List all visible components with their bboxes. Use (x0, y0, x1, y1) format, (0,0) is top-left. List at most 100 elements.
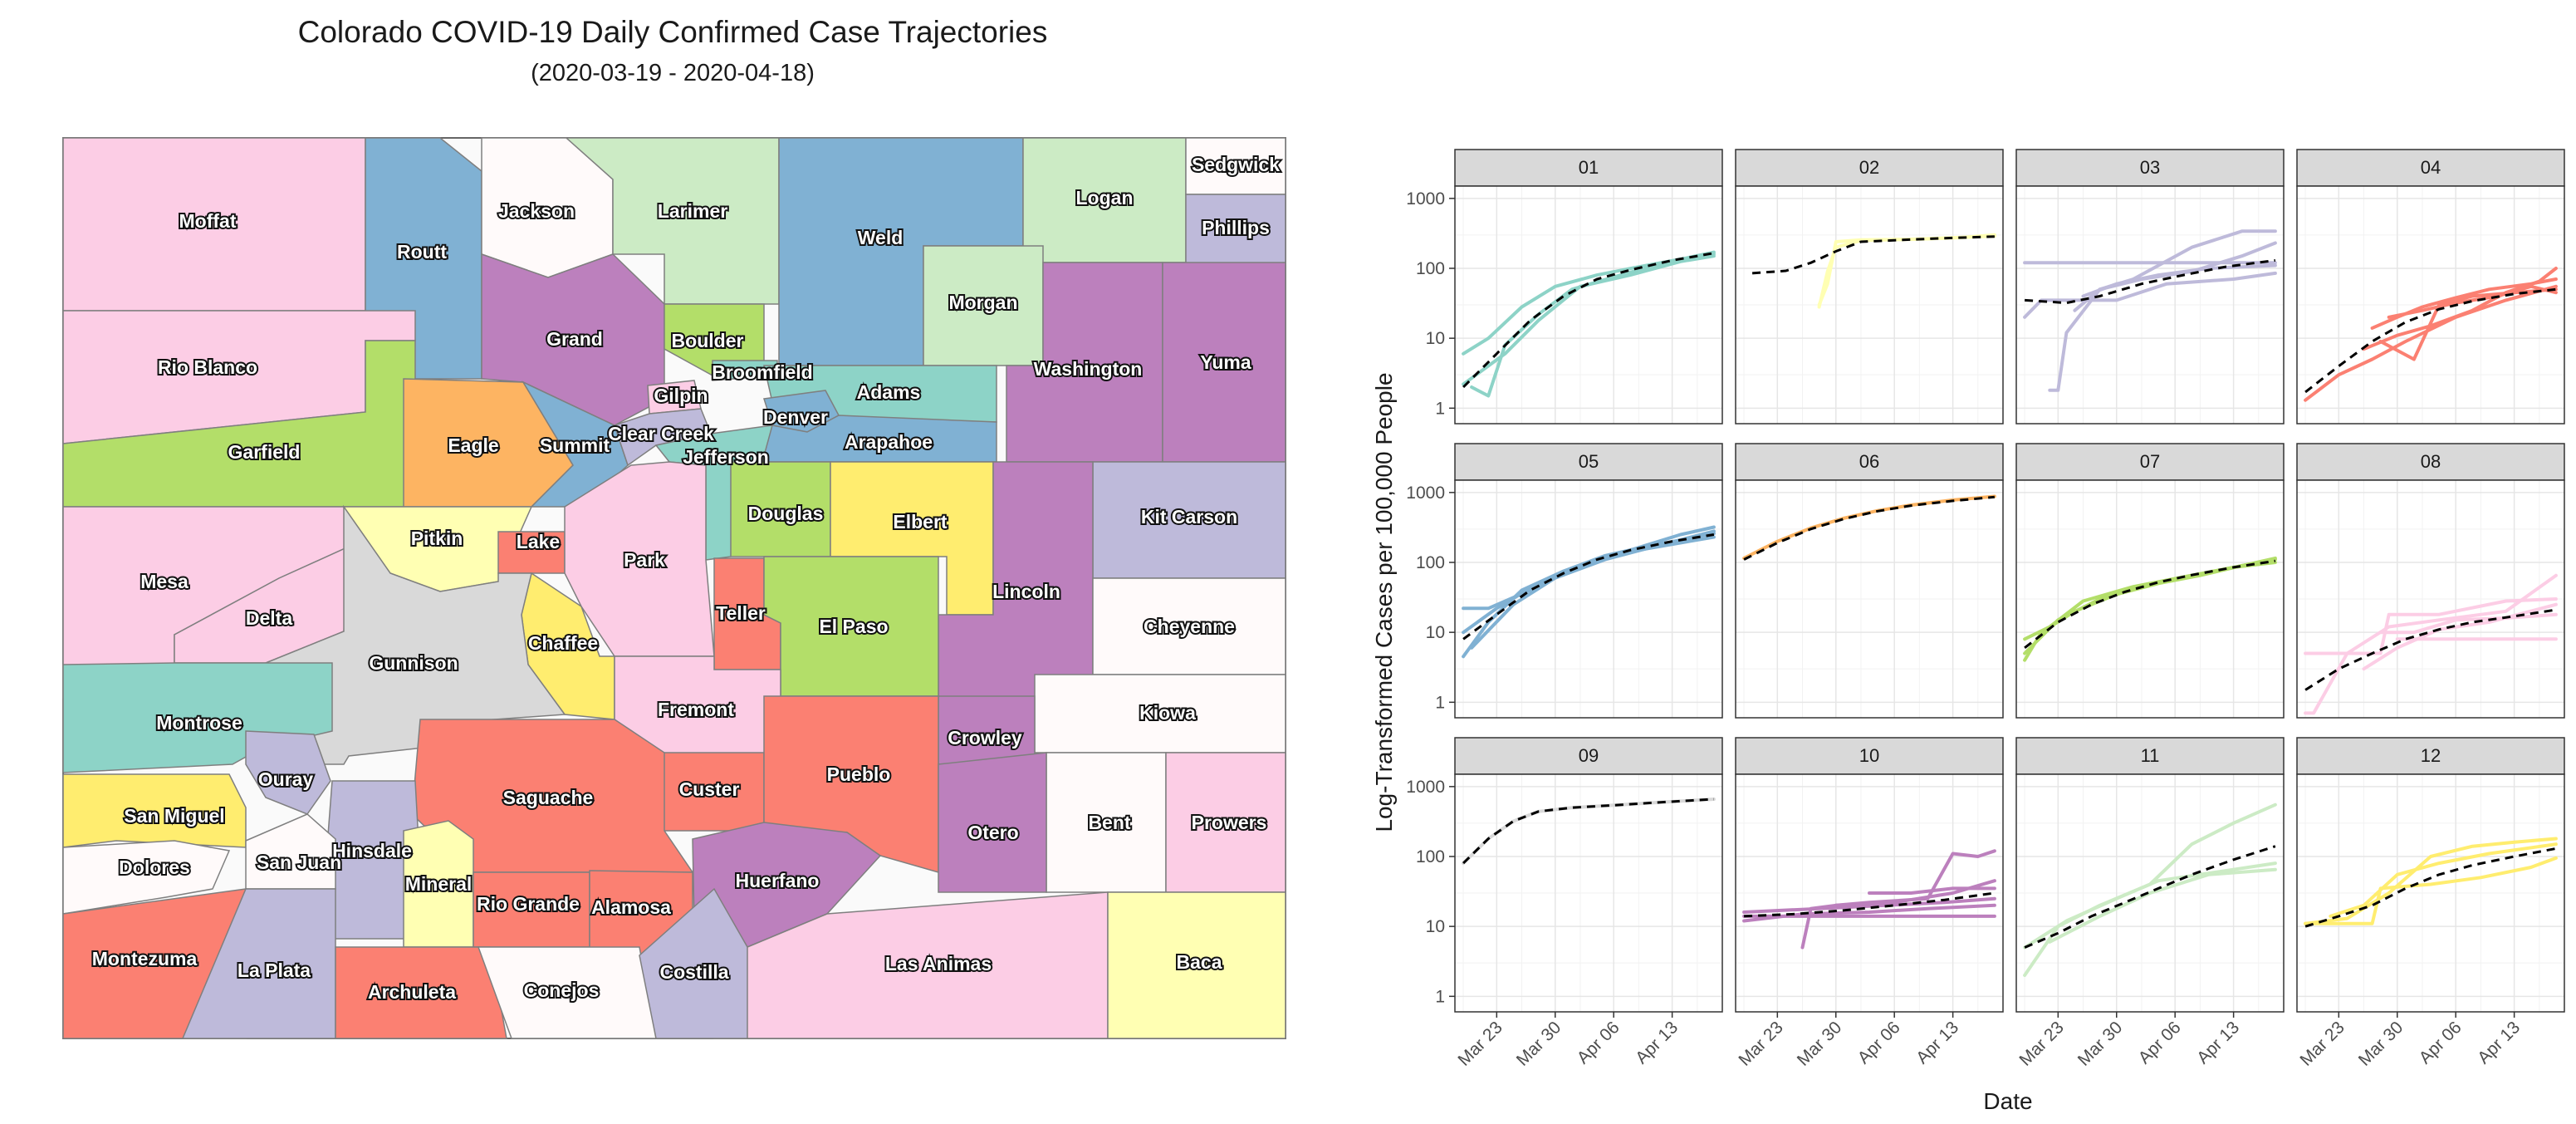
mean-trajectory-line (2304, 847, 2557, 928)
x-tick-label: Apr 13 (2193, 1018, 2243, 1068)
facet-panel-06: 06 (1735, 443, 2004, 719)
facet-strip (2296, 443, 2565, 481)
county-label-montrose: Montrose (156, 712, 242, 734)
county-label-conejos: Conejos (524, 979, 600, 1001)
y-tick-label: 10 (1426, 623, 1445, 642)
x-tick-label: Mar 30 (1794, 1018, 1845, 1069)
mean-trajectory-line (1751, 235, 1995, 275)
panel-border (1735, 185, 2004, 425)
county-label-moffat: Moffat (179, 210, 237, 232)
county-label-rio-grande: Rio Grande (477, 893, 580, 915)
x-tick-label: Mar 23 (1735, 1018, 1786, 1069)
county-label-phillips: Phillips (1202, 217, 1270, 238)
y-tick-label: 1000 (1406, 483, 1445, 503)
series-line (2329, 842, 2558, 918)
facet-strip (1454, 737, 1723, 775)
series-line (2304, 573, 2558, 715)
panel-border (1454, 479, 1723, 719)
county-label-custer: Custer (679, 778, 740, 800)
colorado-county-map: Moffat Routt Jackson Larimer Weld Logan Sedgwi… (62, 137, 1286, 1039)
county-label-dolores: Dolores (119, 856, 190, 878)
panel-border (1735, 773, 2004, 1013)
panel-border (2015, 479, 2285, 719)
facet-strip-label: 09 (1579, 745, 1599, 766)
county-label-larimer: Larimer (658, 200, 727, 222)
facet-strip-label: 12 (2421, 745, 2441, 766)
y-tick-label: 10 (1426, 329, 1445, 348)
county-label-garfield: Garfield (228, 441, 301, 463)
facet-panel-05: 05 1 10 100 1000 (1406, 443, 1723, 719)
county-label-pitkin: Pitkin (411, 528, 463, 549)
county-label-archuleta: Archuleta (368, 981, 456, 1003)
mean-trajectory-line (1462, 252, 1715, 389)
facet-strip-label: 01 (1579, 157, 1599, 178)
county-label-elbert: Elbert (893, 511, 948, 533)
county-region-baca (1107, 891, 1286, 1039)
county-label-gilpin: Gilpin (654, 385, 708, 406)
facet-strip (1735, 443, 2004, 481)
facet-strip (2296, 737, 2565, 775)
series-line (1834, 849, 1996, 907)
panel-border (2015, 185, 2285, 425)
y-axis-title: Log-Transformed Cases per 100,000 People (1371, 372, 1397, 832)
y-tick-label: 100 (1416, 259, 1445, 278)
mean-trajectory-line (2024, 845, 2276, 949)
facet-strip (2296, 149, 2565, 187)
facet-strip-label: 02 (1859, 157, 1879, 178)
county-label-pueblo: Pueblo (827, 763, 891, 785)
county-label-gunnison: Gunnison (369, 652, 458, 674)
mean-trajectory-line (2304, 287, 2557, 394)
facet-panel-08: 08 (2296, 443, 2565, 719)
county-region-san-juan (245, 813, 336, 890)
series-line (2081, 263, 2277, 298)
county-label-summit: Summit (540, 434, 610, 456)
x-tick-label: Mar 23 (1454, 1018, 1506, 1069)
series-line (2023, 271, 2277, 319)
mean-trajectory-line (1462, 533, 1715, 641)
county-label-weld: Weld (858, 227, 904, 248)
county-label-sedgwick: Sedgwick (1192, 154, 1280, 175)
county-region-costilla (639, 887, 748, 1039)
facet-strip-label: 08 (2421, 451, 2441, 472)
county-label-adams: Adams (857, 381, 921, 403)
chart-subtitle: (2020-03-19 - 2020-04-18) (531, 60, 815, 86)
facet-strip-label: 04 (2421, 157, 2441, 178)
county-label-morgan: Morgan (948, 292, 1017, 313)
county-label-delta: Delta (246, 607, 292, 629)
mean-trajectory-line (2024, 559, 2276, 649)
county-label-logan: Logan (1076, 187, 1134, 209)
facet-panel-10: 10 Mar 23 Mar 30 Apr 06 Apr 13 (1735, 737, 2004, 1070)
county-label-park: Park (624, 549, 665, 571)
series-line (2304, 284, 2558, 402)
series-line (1742, 903, 1996, 923)
facet-panel-04: 04 (2296, 149, 2565, 425)
county-region-saguache (411, 719, 694, 873)
series-line (1868, 886, 1996, 895)
county-label-lincoln: Lincoln (992, 581, 1060, 602)
county-label-routt: Routt (397, 241, 447, 263)
county-label-jefferson: Jefferson (683, 446, 769, 468)
x-tick-label: Mar 30 (2355, 1018, 2407, 1069)
county-label-douglas: Douglas (748, 503, 824, 524)
x-tick-label: Apr 13 (1632, 1018, 1682, 1068)
series-line (2304, 856, 2558, 925)
panel-border (2296, 185, 2565, 425)
county-label-las-animas: Las Animas (885, 953, 992, 974)
county-label-huerfano: Huerfano (736, 870, 820, 891)
y-tick-label: 1 (1435, 399, 1445, 418)
county-label-kit-carson: Kit Carson (1141, 506, 1237, 528)
facet-panel-11: 11 Mar 23 Mar 30 Apr 06 Apr 13 (2015, 737, 2285, 1070)
facet-panel-03: 03 (2015, 149, 2285, 425)
facet-strip (1454, 149, 1723, 187)
county-label-baca: Baca (1177, 951, 1222, 973)
facet-panel-12: 12 Mar 23 Mar 30 Apr 06 Apr 13 (2296, 737, 2565, 1070)
county-label-alamosa: Alamosa (591, 896, 671, 918)
county-label-fremont: Fremont (658, 699, 734, 720)
facet-strip-label: 10 (1859, 745, 1879, 766)
x-tick-label: Mar 30 (2074, 1018, 2126, 1069)
y-tick-label: 10 (1426, 917, 1445, 936)
county-label-jackson: Jackson (498, 200, 575, 222)
county-label-crowley: Crowley (948, 727, 1022, 749)
facet-strip-label: 11 (2141, 745, 2160, 766)
